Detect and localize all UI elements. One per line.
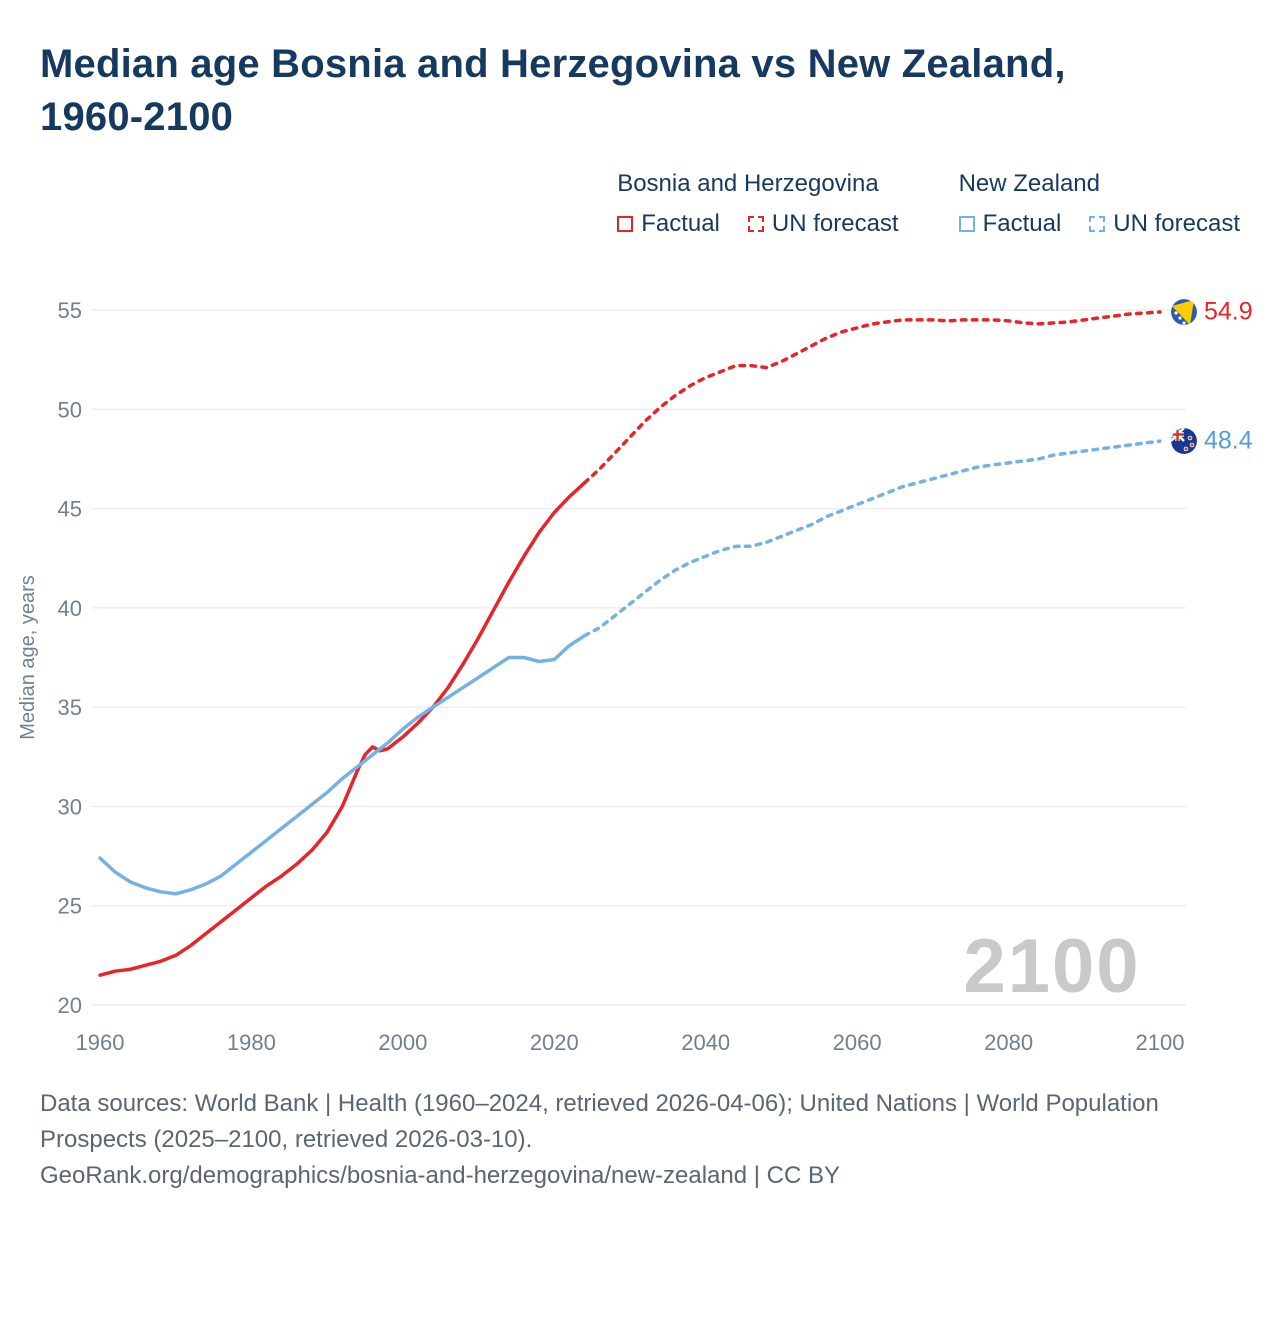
watermark-year: 2100: [963, 924, 1140, 1009]
y-tick-label: 30: [58, 794, 82, 819]
series-line-nz-forecast: [582, 438, 1162, 638]
series-line-bosnia-factual: [98, 480, 587, 977]
legend-group-nz: New Zealand Factual UN forecast: [958, 169, 1240, 238]
legend-series-name-nz: New Zealand: [958, 169, 1101, 197]
x-tick-label: 2060: [833, 1030, 882, 1055]
x-tick-label: 2040: [681, 1030, 730, 1055]
new-zealand-flag-icon: [1171, 427, 1197, 454]
forecast-swatch-icon: [1089, 215, 1106, 232]
legend-item-label: UN forecast: [1113, 209, 1240, 237]
y-tick-label: 20: [58, 993, 82, 1018]
x-tick-label: 2100: [1136, 1030, 1185, 1055]
y-tick-label: 45: [58, 496, 82, 521]
factual-swatch-icon: [958, 215, 975, 232]
x-tick-label: 1980: [227, 1030, 276, 1055]
data-sources-text: Data sources: World Bank | Health (1960–…: [40, 1089, 1159, 1153]
series-line-nz-factual: [98, 633, 587, 896]
legend-item-label: UN forecast: [771, 209, 899, 237]
y-axis-title: Median age, years: [17, 575, 39, 740]
legend-group-bosnia: Bosnia and Herzegovina Factual UN foreca…: [617, 169, 899, 238]
page-title: Median age Bosnia and Herzegovina vs New…: [40, 42, 1066, 139]
legend-item-label: Factual: [641, 209, 720, 237]
x-tick-label: 2000: [378, 1030, 427, 1055]
forecast-swatch-icon: [747, 215, 764, 232]
end-value-nz: 48.4: [1204, 426, 1253, 455]
end-value-bosnia: 54.9: [1204, 297, 1253, 326]
series-line-bosnia-forecast: [582, 309, 1162, 485]
x-tick-label: 1960: [76, 1030, 125, 1055]
legend-item-nz-factual[interactable]: Factual: [958, 209, 1062, 238]
attribution-text: GeoRank.org/demographics/bosnia-and-herz…: [40, 1161, 841, 1189]
y-tick-label: 55: [58, 298, 82, 323]
median-age-line-chart: 20 25 30 35 40 45 50 55 1960 1980 2000 2020 2040 2060…: [17, 298, 1186, 1055]
factual-swatch-icon: [617, 215, 634, 232]
y-tick-label: 35: [58, 695, 82, 720]
y-tick-label: 40: [58, 595, 82, 620]
chart-area: 20 25 30 35 40 45 50 55 1960 1980 2000 2020 2040 2060…: [0, 260, 1280, 1060]
x-tick-label: 2020: [530, 1030, 579, 1055]
footer: Data sources: World Bank | Health (1960–…: [40, 1086, 1180, 1194]
legend: Bosnia and Herzegovina Factual UN foreca…: [40, 170, 1240, 238]
legend-item-label: Factual: [982, 209, 1062, 237]
x-tick-label: 2080: [984, 1030, 1033, 1055]
legend-item-bosnia-factual[interactable]: Factual: [617, 210, 720, 238]
y-tick-label: 50: [58, 397, 82, 422]
bosnia-flag-icon: [1171, 298, 1197, 325]
legend-item-bosnia-forecast[interactable]: UN forecast: [747, 209, 899, 238]
y-tick-label: 25: [58, 893, 82, 918]
legend-item-nz-forecast[interactable]: UN forecast: [1089, 210, 1240, 238]
legend-series-name-bosnia: Bosnia and Herzegovina: [617, 169, 879, 197]
